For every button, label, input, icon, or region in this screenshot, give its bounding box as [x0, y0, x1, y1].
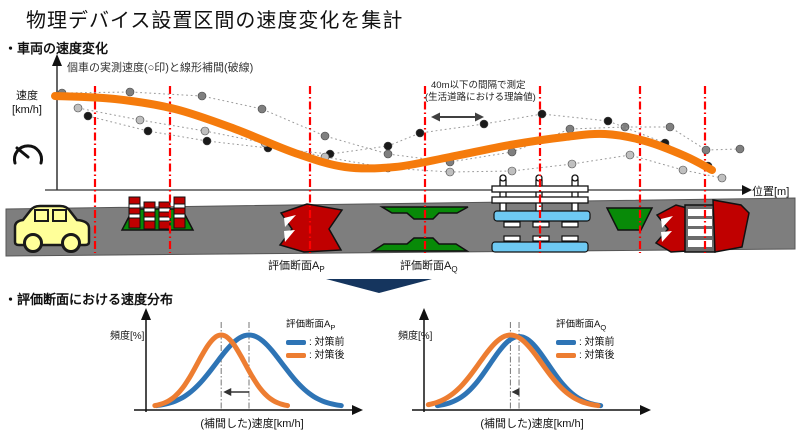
- position-axis-label: 位置[m]: [752, 183, 789, 199]
- legend-title-ap: 評価断面AP: [286, 318, 345, 334]
- freq-axis-label-ap: 頻度[%]: [110, 327, 144, 342]
- speed-axis-label-aq: (補間した)速度[km/h]: [442, 415, 622, 431]
- after-swatch-icon: [556, 353, 576, 358]
- page: 物理デバイス設置区間の速度変化を集計 ・車両の速度変化 個車の実測速度(○印)と…: [0, 0, 800, 434]
- after-swatch-icon: [286, 353, 306, 358]
- down-arrow-icon: [326, 279, 432, 293]
- section-label-aq: 評価断面AQ: [400, 257, 458, 274]
- speed-axis-label: 速度 [km/h]: [0, 89, 54, 117]
- raised-crosswalk-device-icon: [656, 200, 749, 252]
- freq-axis-label-aq: 頻度[%]: [398, 327, 432, 342]
- legend-ap: 評価断面AP : 対策前 : 対策後: [286, 318, 345, 362]
- section-label-ap: 評価断面AP: [268, 257, 325, 274]
- legend-row-before: : 対策前: [556, 336, 615, 349]
- measure-note-line1: 40m以下の間隔で測定: [431, 80, 525, 91]
- speed-axis-label-ap: (補間した)速度[km/h]: [162, 415, 342, 431]
- measure-note-line2: (生活道路における理論値): [425, 92, 536, 103]
- distribution-chart-aq: [412, 308, 651, 415]
- speedometer-icon: [15, 146, 42, 163]
- legend-title-aq: 評価断面AQ: [556, 318, 615, 334]
- speed-chart-axes: [45, 54, 752, 195]
- page-title: 物理デバイス設置区間の速度変化を集計: [26, 4, 403, 33]
- legend-aq: 評価断面AQ : 対策前 : 対策後: [556, 318, 615, 362]
- heading-speed-change: ・車両の速度変化: [4, 38, 108, 57]
- legend-row-after: : 対策後: [286, 349, 345, 362]
- road-illustration: [6, 175, 795, 256]
- before-swatch-icon: [556, 340, 576, 345]
- before-swatch-icon: [286, 340, 306, 345]
- bollard-gate-device-icon: [122, 197, 193, 230]
- heading-distribution: ・評価断面における速度分布: [4, 289, 173, 308]
- legend-row-after: : 対策後: [556, 349, 615, 362]
- legend-row-before: : 対策前: [286, 336, 345, 349]
- speed-chart-note: 個車の実測速度(○印)と線形補間(破線): [67, 59, 253, 75]
